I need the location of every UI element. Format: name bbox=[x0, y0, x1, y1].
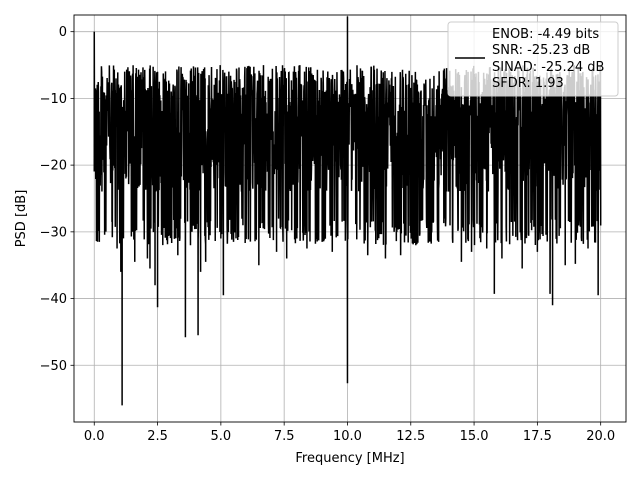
x-tick-label: 10.0 bbox=[333, 429, 362, 444]
x-tick-label: 0.0 bbox=[84, 429, 105, 444]
y-tick-label: −40 bbox=[40, 292, 67, 307]
y-axis-label: PSD [dB] bbox=[14, 190, 29, 248]
psd-line bbox=[93, 16, 602, 406]
x-tick-label: 5.0 bbox=[211, 429, 232, 444]
legend-entry-sinad: SINAD: -25.24 dB bbox=[492, 60, 604, 75]
x-tick-label: 17.5 bbox=[523, 429, 552, 444]
x-tick-label: 15.0 bbox=[460, 429, 489, 444]
legend-entry-sfdr: SFDR: 1.93 bbox=[492, 76, 564, 91]
legend-box bbox=[447, 21, 619, 97]
y-tick-label: −20 bbox=[40, 159, 67, 174]
x-tick-label: 2.5 bbox=[147, 429, 168, 444]
x-axis-label: Frequency [MHz] bbox=[295, 451, 404, 466]
x-tick-label: 20.0 bbox=[586, 429, 615, 444]
y-tick-label: −50 bbox=[40, 359, 67, 374]
legend-entry-snr: SNR: -25.23 dB bbox=[492, 43, 590, 58]
plot-frame bbox=[73, 14, 627, 423]
axis-ticks: 0.0 2.5 5.0 7.5 10.0 12.5 15.0 17.5 20.0 0 −10 −20 −… bbox=[40, 25, 616, 444]
y-tick-label: −10 bbox=[40, 92, 67, 107]
legend: ENOB: -4.49 bits SNR: -25.23 dB SINAD: -… bbox=[447, 21, 619, 97]
x-tick-label: 7.5 bbox=[274, 429, 295, 444]
y-tick-label: 0 bbox=[59, 25, 67, 40]
y-tick-label: −30 bbox=[40, 225, 67, 240]
series-psd bbox=[93, 16, 602, 406]
x-tick-label: 12.5 bbox=[396, 429, 425, 444]
legend-entry-enob: ENOB: -4.49 bits bbox=[492, 27, 599, 42]
